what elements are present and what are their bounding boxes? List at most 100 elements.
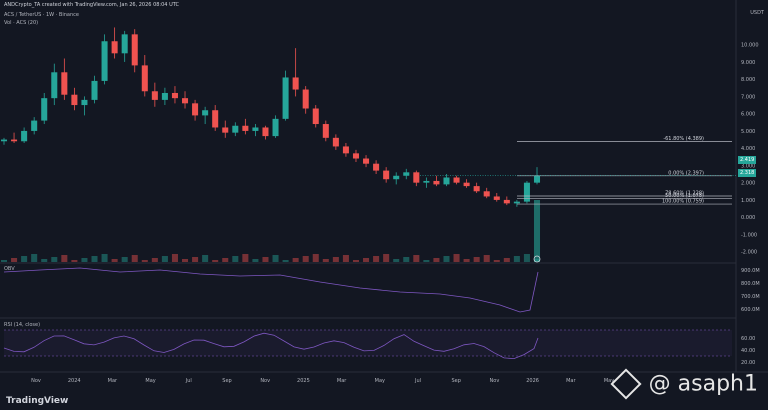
x-tick-label: Jul — [185, 378, 192, 384]
candle-body — [222, 127, 229, 133]
volume-bar — [61, 255, 68, 262]
volume-bar — [322, 259, 329, 262]
volume-bar — [373, 256, 380, 262]
candle-body — [121, 34, 128, 54]
volume-bar — [332, 257, 339, 262]
fib-label: -61.80% (4.389) — [663, 136, 704, 142]
watermark: @ asaph1 — [610, 367, 758, 400]
watermark-text: @ asaph1 — [648, 371, 758, 396]
rsi-band — [4, 330, 732, 356]
rsi-axis-label: 60.00 — [741, 336, 755, 342]
volume-bar — [222, 258, 229, 262]
tradingview-logo: TradingView — [6, 396, 69, 406]
volume-bar — [111, 259, 118, 262]
candle-body — [0, 139, 8, 142]
volume-bar — [503, 258, 510, 262]
volume-bar — [21, 256, 28, 262]
candle-body — [202, 110, 209, 116]
y-tick-label: 0.000 — [741, 215, 755, 221]
candle-body — [473, 186, 480, 192]
obv-axis-label: 900.0M — [741, 268, 760, 274]
y-tick-label: 3.000 — [741, 163, 755, 169]
candle-body — [242, 125, 249, 131]
volume-bar — [272, 255, 279, 262]
y-tick-label: 6.000 — [741, 112, 755, 118]
y-tick-label: 8.000 — [741, 77, 755, 83]
candle-body — [342, 146, 349, 154]
obv-line — [3, 267, 539, 313]
volume-bar — [212, 260, 219, 262]
candle-body — [51, 72, 58, 99]
volume-bar — [342, 255, 349, 262]
x-tick-label: Jul — [414, 378, 421, 384]
fib-label: 0.00% (2.397) — [668, 170, 704, 176]
volume-bar — [443, 256, 450, 262]
candle-body — [151, 91, 158, 100]
candle-body — [312, 108, 319, 125]
candle-body — [523, 182, 530, 202]
candle-body — [91, 80, 98, 100]
candle-body — [292, 77, 299, 90]
y-tick-label: 5.000 — [741, 129, 755, 135]
candle-body — [302, 89, 309, 109]
candle-body — [393, 175, 400, 180]
volume-bar — [393, 259, 400, 262]
candle-body — [31, 120, 38, 131]
x-tick-label: Mar — [566, 378, 576, 384]
candle-body — [483, 191, 490, 197]
candle-body — [403, 172, 410, 176]
volume-bar — [171, 254, 178, 262]
candle-body — [141, 65, 148, 92]
volume-bar — [493, 260, 500, 262]
volume-bar — [141, 260, 148, 262]
candle-body — [262, 127, 269, 137]
candle-body — [71, 94, 78, 106]
obv-axis-label: 800.0M — [741, 281, 760, 287]
volume-bar — [363, 258, 370, 262]
candle-body — [81, 99, 88, 106]
rsi-axis-label: 40.00 — [741, 348, 755, 354]
y-tick-label: -2.000 — [741, 250, 757, 256]
candle-body — [182, 98, 189, 104]
x-tick-label: Nov — [31, 378, 41, 384]
volume-bar — [403, 257, 410, 262]
candle-body — [453, 177, 460, 183]
y-tick-label: 10.000 — [741, 43, 759, 49]
candle-body — [352, 153, 359, 159]
fib-label: 78.60% (1.228) — [665, 190, 704, 196]
rsi-line — [3, 332, 539, 360]
candle-body — [363, 158, 370, 164]
current-price-tag: 2.419 — [738, 156, 757, 164]
candle-body — [503, 199, 510, 204]
fib-label: 100.00% (0.759) — [662, 199, 704, 205]
x-tick-label: 2026 — [526, 378, 539, 384]
rsi-label: RSI (14, close) — [4, 322, 41, 328]
volume-bar — [81, 258, 88, 262]
x-tick-label: 2025 — [297, 378, 310, 384]
volume-bar — [292, 258, 299, 262]
volume-bar — [182, 259, 189, 262]
y-tick-label: 9.000 — [741, 60, 755, 66]
last-price-tag: 2.318 — [738, 169, 757, 177]
candle-body — [161, 92, 168, 100]
x-tick-label: Nov — [490, 378, 500, 384]
diamond-logo-icon — [610, 367, 642, 400]
x-tick-label: Nov — [260, 378, 270, 384]
candle-body — [232, 125, 239, 133]
volume-bar — [513, 256, 520, 262]
volume-bar — [262, 257, 269, 262]
y-tick-label: 2.000 — [741, 181, 755, 187]
candle-body — [131, 34, 138, 66]
rsi-axis-label: 20.00 — [741, 360, 755, 366]
candle-body — [21, 130, 28, 142]
candle-body — [111, 41, 118, 54]
candle-body — [513, 201, 520, 204]
candle-body — [433, 180, 440, 185]
candle-body — [443, 177, 450, 185]
volume-bar — [121, 257, 128, 262]
volume-bar — [523, 254, 530, 262]
volume-bar — [433, 258, 440, 262]
volume-bar — [302, 256, 309, 262]
volume-bar — [91, 256, 98, 262]
